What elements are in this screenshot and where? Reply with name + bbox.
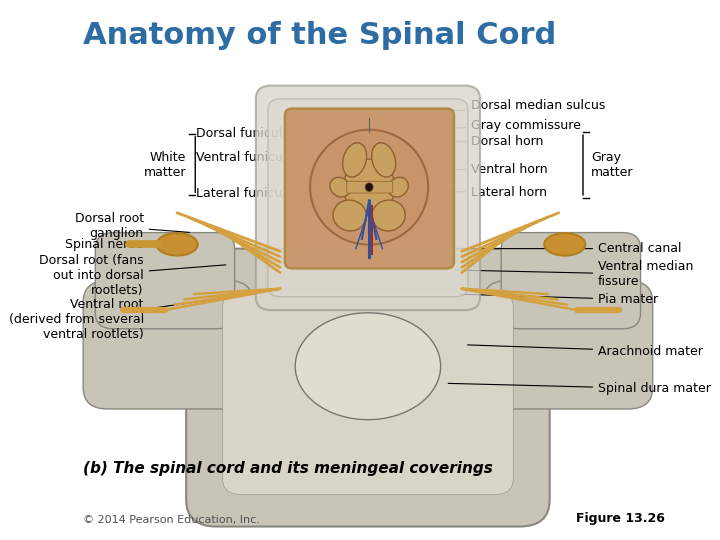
Text: Figure 13.26: Figure 13.26 <box>576 512 665 525</box>
Text: © 2014 Pearson Education, Inc.: © 2014 Pearson Education, Inc. <box>84 516 260 525</box>
Ellipse shape <box>295 313 441 420</box>
FancyBboxPatch shape <box>186 248 549 526</box>
Ellipse shape <box>372 143 396 177</box>
Ellipse shape <box>343 143 366 177</box>
FancyBboxPatch shape <box>501 233 641 329</box>
FancyBboxPatch shape <box>222 292 513 495</box>
FancyBboxPatch shape <box>95 233 235 329</box>
Text: (b) The spinal cord and its meningeal coverings: (b) The spinal cord and its meningeal co… <box>84 461 493 476</box>
Ellipse shape <box>330 177 350 197</box>
Ellipse shape <box>333 200 366 231</box>
FancyBboxPatch shape <box>347 181 392 193</box>
Text: Central canal: Central canal <box>456 242 682 255</box>
Text: Dorsal funiculus: Dorsal funiculus <box>197 127 338 140</box>
Text: Lateral horn: Lateral horn <box>412 186 547 199</box>
Text: Dorsal root (fans
out into dorsal
rootlets): Dorsal root (fans out into dorsal rootle… <box>39 254 226 297</box>
FancyBboxPatch shape <box>256 86 480 310</box>
Text: Spinal nerve: Spinal nerve <box>66 238 147 251</box>
FancyBboxPatch shape <box>483 281 652 409</box>
Text: Ventral funiculus: Ventral funiculus <box>197 151 335 164</box>
Text: Dorsal median sulcus: Dorsal median sulcus <box>373 99 606 116</box>
Text: Pia mater: Pia mater <box>459 293 658 306</box>
Text: Dorsal horn: Dorsal horn <box>410 135 544 148</box>
FancyBboxPatch shape <box>84 281 253 409</box>
Text: Dorsal root
ganglion: Dorsal root ganglion <box>75 212 189 240</box>
Ellipse shape <box>388 177 408 197</box>
Text: Lateral funiculus: Lateral funiculus <box>197 187 310 200</box>
Text: Spinal dura mater: Spinal dura mater <box>449 382 711 395</box>
Ellipse shape <box>372 200 405 231</box>
Text: Ventral root
(derived from several
ventral rootlets): Ventral root (derived from several ventr… <box>9 298 211 341</box>
Text: Ventral median
fissure: Ventral median fissure <box>456 260 693 288</box>
FancyBboxPatch shape <box>268 99 468 296</box>
Ellipse shape <box>310 130 428 245</box>
Text: Ventral horn: Ventral horn <box>412 163 547 176</box>
Text: Anatomy of the Spinal Cord: Anatomy of the Spinal Cord <box>84 22 557 50</box>
Ellipse shape <box>365 183 373 192</box>
Text: Arachnoid mater: Arachnoid mater <box>467 345 703 357</box>
Text: White
matter: White matter <box>144 151 186 179</box>
Ellipse shape <box>156 233 198 255</box>
Text: Gray commissure: Gray commissure <box>398 119 581 132</box>
Ellipse shape <box>343 159 395 215</box>
Ellipse shape <box>544 233 585 255</box>
Text: Gray
matter: Gray matter <box>591 151 634 179</box>
FancyBboxPatch shape <box>285 109 454 268</box>
